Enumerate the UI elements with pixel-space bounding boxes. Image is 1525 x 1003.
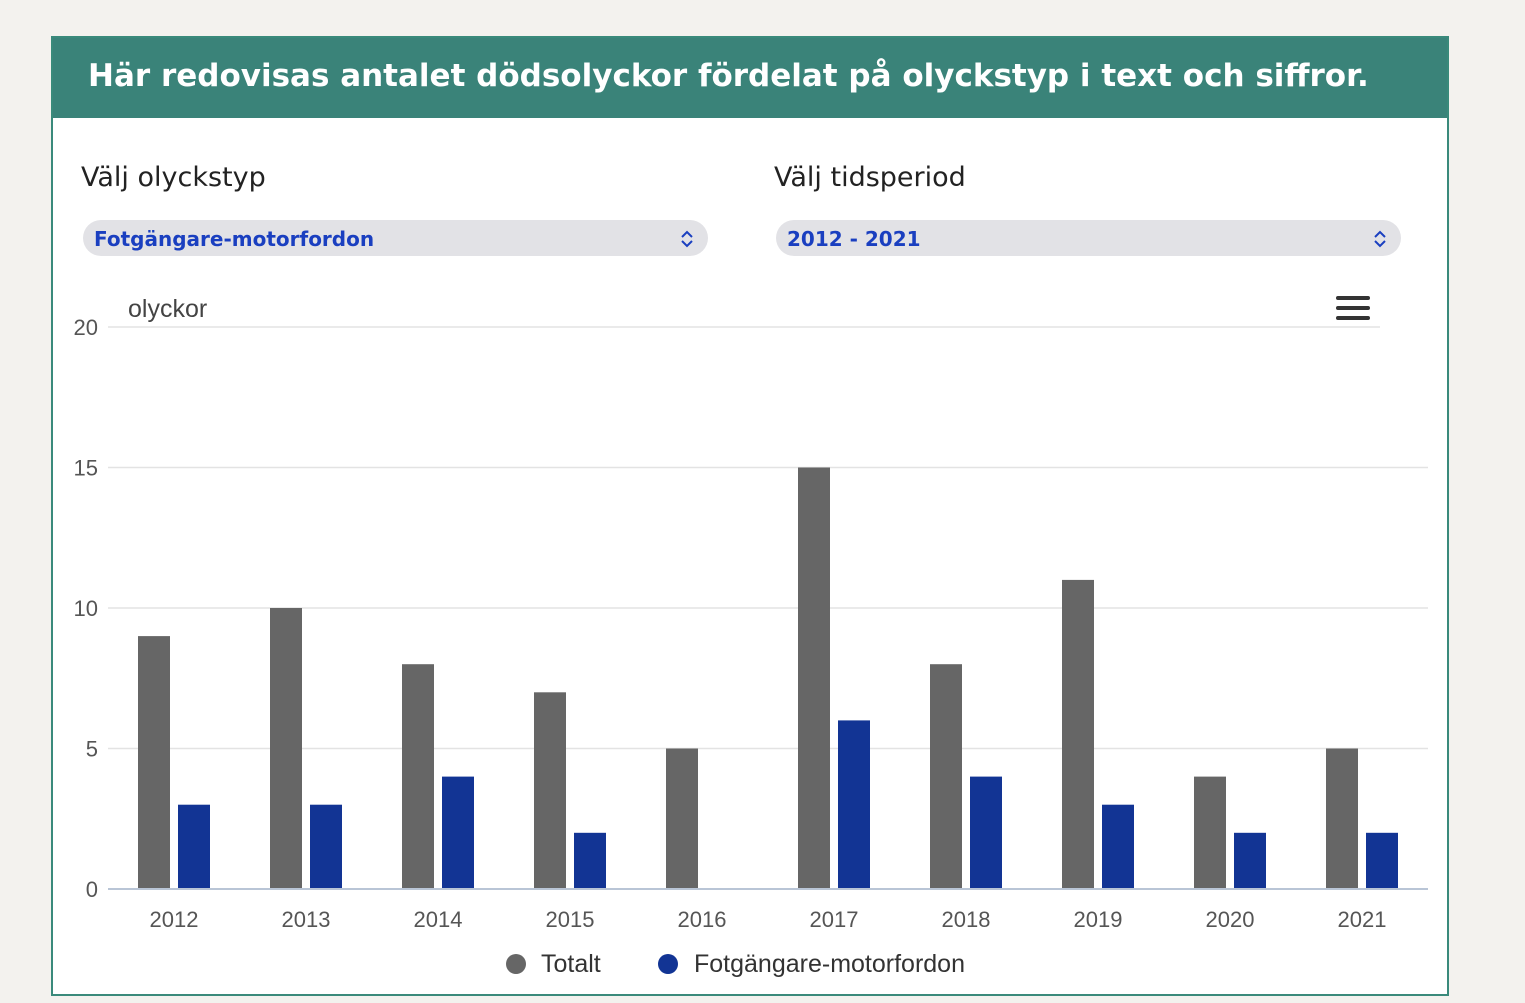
bar-fotg-ngare-motorfordon [310, 804, 342, 889]
y-tick-label: 15 [74, 456, 98, 481]
bar-fotg-ngare-motorfordon [1366, 832, 1398, 889]
accident-type-value: Fotgängare-motorfordon [94, 227, 375, 251]
time-period-select[interactable]: 2012 - 2021 [776, 220, 1401, 256]
bar-totalt [270, 608, 302, 889]
x-tick-label: 2016 [678, 907, 727, 932]
bar-totalt [534, 692, 566, 889]
bar-totalt [1194, 776, 1226, 889]
legend-marker [658, 954, 678, 974]
bar-fotg-ngare-motorfordon [178, 804, 210, 889]
bar-fotg-ngare-motorfordon [442, 776, 474, 889]
x-tick-label: 2018 [942, 907, 991, 932]
panel-title: Här redovisas antalet dödsolyckor fördel… [88, 58, 1369, 94]
legend-marker [506, 954, 526, 974]
accident-type-label: Välj olyckstyp [81, 162, 266, 193]
hamburger-menu-icon[interactable] [1336, 294, 1372, 324]
y-axis-title: olyckor [128, 295, 207, 323]
bar-fotg-ngare-motorfordon [1102, 804, 1134, 889]
legend-label: Totalt [541, 950, 601, 978]
x-tick-label: 2015 [546, 907, 595, 932]
x-tick-label: 2017 [810, 907, 859, 932]
x-tick-label: 2021 [1338, 907, 1387, 932]
y-tick-label: 20 [74, 315, 98, 340]
x-tick-label: 2019 [1074, 907, 1123, 932]
y-tick-label: 10 [74, 596, 98, 621]
time-period-label: Välj tidsperiod [774, 162, 966, 193]
legend-label: Fotgängare-motorfordon [694, 950, 965, 978]
bar-fotg-ngare-motorfordon [970, 776, 1002, 889]
bar-fotg-ngare-motorfordon [1234, 832, 1266, 889]
accident-type-select[interactable]: Fotgängare-motorfordon [83, 220, 708, 256]
bar-totalt [798, 467, 830, 889]
chevron-up-down-icon [681, 230, 693, 248]
x-tick-label: 2020 [1206, 907, 1255, 932]
y-tick-label: 5 [86, 737, 98, 762]
x-tick-label: 2012 [150, 907, 199, 932]
bar-totalt [1062, 579, 1094, 889]
x-tick-label: 2014 [414, 907, 463, 932]
time-period-value: 2012 - 2021 [787, 227, 921, 251]
chevron-up-down-icon [1374, 230, 1386, 248]
bar-fotg-ngare-motorfordon [574, 832, 606, 889]
bar-fotg-ngare-motorfordon [838, 720, 870, 889]
bar-totalt [1326, 748, 1358, 889]
bar-totalt [402, 664, 434, 889]
panel-header: Här redovisas antalet dödsolyckor fördel… [53, 38, 1447, 118]
bar-totalt [138, 636, 170, 889]
x-tick-label: 2013 [282, 907, 331, 932]
bar-totalt [666, 748, 698, 889]
bar-totalt [930, 664, 962, 889]
y-tick-label: 0 [86, 877, 98, 902]
